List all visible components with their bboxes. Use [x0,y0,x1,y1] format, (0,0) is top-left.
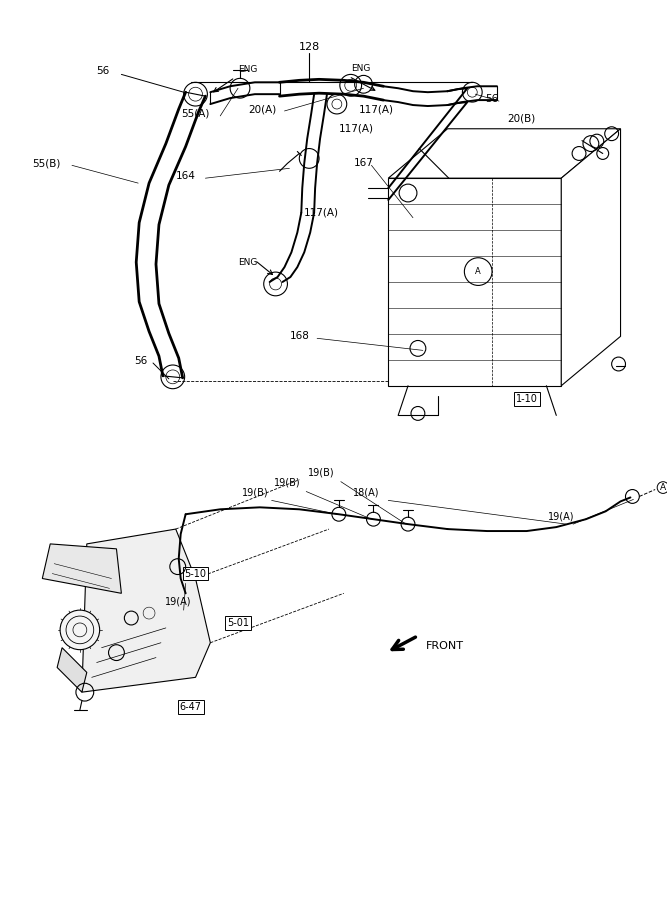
Text: 19(B): 19(B) [241,488,268,498]
Text: 1-10: 1-10 [516,393,538,403]
Text: 6-47: 6-47 [179,702,201,712]
Text: 55(B): 55(B) [33,158,61,168]
Polygon shape [57,648,87,692]
Circle shape [60,610,99,650]
Text: 117(A): 117(A) [339,124,374,134]
Polygon shape [388,178,561,386]
Text: 167: 167 [354,158,374,168]
Text: 19(B): 19(B) [307,468,334,478]
Text: A: A [476,267,481,276]
Polygon shape [561,129,620,386]
Text: 20(A): 20(A) [248,104,276,114]
Text: 117(A): 117(A) [304,208,340,218]
Text: 128: 128 [299,41,319,52]
Text: 56: 56 [485,94,498,104]
Text: ENG: ENG [351,64,370,73]
Polygon shape [82,529,210,692]
Text: 19(A): 19(A) [165,597,191,607]
Text: 55(A): 55(A) [181,109,209,119]
Text: 56: 56 [134,356,147,366]
Text: 19(B): 19(B) [274,478,301,488]
Text: 117(A): 117(A) [359,104,394,114]
Text: A: A [660,483,666,492]
Polygon shape [388,129,620,178]
Text: 20(B): 20(B) [507,114,535,124]
Text: 168: 168 [289,331,309,341]
Text: 5-01: 5-01 [227,618,249,628]
Text: 5-10: 5-10 [185,569,207,579]
Text: 19(A): 19(A) [548,511,574,521]
Text: ENG: ENG [238,65,257,74]
Text: 18(A): 18(A) [354,488,380,498]
Text: 164: 164 [175,171,195,181]
Text: FRONT: FRONT [426,641,464,651]
Text: ENG: ENG [238,258,257,267]
Text: 56: 56 [97,67,110,76]
Polygon shape [42,544,121,593]
